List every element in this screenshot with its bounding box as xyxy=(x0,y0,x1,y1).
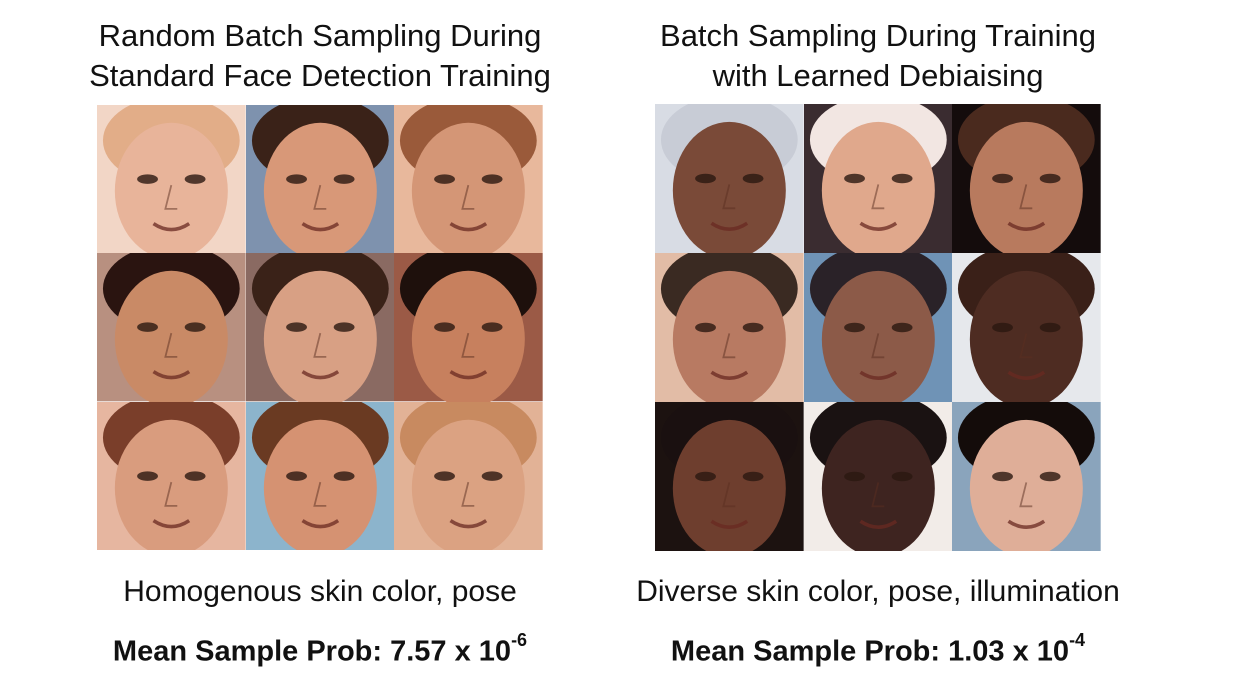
left-face-grid xyxy=(97,105,543,550)
left-title-line-1: Random Batch Sampling During xyxy=(98,18,542,53)
face-thumbnail xyxy=(803,253,953,402)
left-stat-exponent: -6 xyxy=(511,630,528,650)
face-thumbnail xyxy=(97,105,246,254)
right-face-grid xyxy=(655,104,1101,551)
face-thumbnail xyxy=(952,402,1101,551)
face-thumbnail xyxy=(245,401,395,550)
left-title-line-2: Standard Face Detection Training xyxy=(89,58,551,93)
face-thumbnail xyxy=(952,253,1101,402)
face-thumbnail xyxy=(97,401,246,550)
face-thumbnail xyxy=(655,104,804,253)
face-thumbnail xyxy=(655,402,804,551)
face-thumbnail xyxy=(394,401,543,550)
left-stat-mantissa: 7.57 x 10 xyxy=(390,635,512,668)
right-title-line-2: with Learned Debiaising xyxy=(712,58,1044,93)
face-thumbnail xyxy=(97,253,246,402)
face-thumbnail xyxy=(245,105,395,254)
left-stat-label: Mean Sample Prob: xyxy=(112,635,383,668)
face-thumbnail xyxy=(803,402,953,551)
right-caption: Diverse skin color, pose, illumination xyxy=(636,575,1120,608)
face-thumbnail xyxy=(394,253,543,402)
right-stat-exponent: -4 xyxy=(1069,630,1086,650)
right-title-line-1: Batch Sampling During Training xyxy=(660,18,1096,53)
face-thumbnail xyxy=(655,253,804,402)
right-stat-mantissa: 1.03 x 10 xyxy=(948,635,1070,668)
left-caption: Homogenous skin color, pose xyxy=(123,575,517,608)
left-mean-sample-prob: Mean Sample Prob: 7.57 x 10-6 xyxy=(20,627,620,669)
face-thumbnail xyxy=(803,104,953,253)
right-panel: Batch Sampling During Training with Lear… xyxy=(578,0,1178,682)
left-panel: Random Batch Sampling During Standard Fa… xyxy=(20,0,620,682)
face-thumbnail xyxy=(952,104,1101,253)
face-thumbnail xyxy=(245,253,395,402)
right-mean-sample-prob: Mean Sample Prob: 1.03 x 10-4 xyxy=(578,627,1178,669)
face-thumbnail xyxy=(394,105,543,254)
right-stat-label: Mean Sample Prob: xyxy=(670,635,941,668)
